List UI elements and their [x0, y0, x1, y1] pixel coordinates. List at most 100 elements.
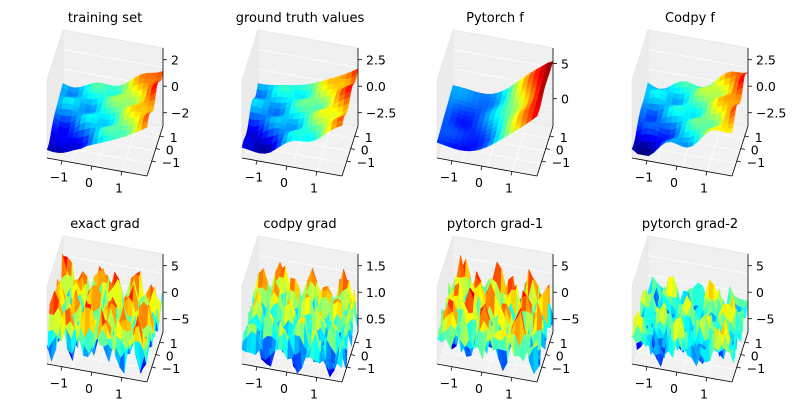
x-tick	[450, 160, 453, 165]
surface	[631, 71, 749, 157]
y-tick-label: 1	[560, 336, 568, 351]
y-tick-label: 0	[751, 143, 759, 158]
y-tick	[736, 366, 741, 369]
y-axis-line	[536, 125, 554, 177]
surface-facet	[299, 105, 307, 113]
x-axis-line	[436, 363, 538, 383]
grid-line	[647, 255, 749, 274]
z-tick-label: 2	[171, 53, 179, 68]
surface-facet	[112, 97, 120, 102]
subplot: exact grad−1 0 110−150−5	[46, 217, 189, 400]
x-axis-line	[631, 157, 733, 177]
surface-facet	[639, 134, 647, 143]
surface-facet	[273, 121, 281, 129]
x-tick-label: 1	[115, 181, 123, 196]
z-tick-label: −5	[756, 312, 774, 327]
subplot: pytorch grad-2−1 0 110−150−5	[631, 217, 774, 400]
x-tick-label: −1	[245, 170, 263, 185]
y-tick	[549, 135, 554, 138]
x-tick	[645, 366, 648, 371]
surface-facet	[468, 112, 476, 117]
x-tick	[510, 377, 513, 382]
y-tick	[350, 148, 355, 150]
surface-facet	[85, 116, 93, 123]
surface-facet	[531, 113, 539, 121]
surface-facet	[680, 81, 688, 88]
x-tick	[90, 166, 93, 171]
surface-facet	[653, 97, 661, 105]
z-tick-label: 2.5	[756, 53, 776, 68]
y-tick-label: 1	[755, 336, 763, 351]
subplot-title: pytorch grad-1	[447, 217, 543, 232]
subplot: Codpy f−1 0 110−12.50.0−2.5	[631, 11, 786, 196]
z-tick-label: 5	[561, 259, 569, 274]
surface-facet	[93, 86, 101, 94]
y-tick	[346, 366, 351, 369]
surface-facet	[58, 142, 66, 149]
surface-facet	[727, 342, 733, 358]
y-tick	[541, 366, 546, 369]
y-tick-label: 0	[166, 349, 174, 364]
x-tick-label: 0	[670, 175, 678, 190]
x-tick	[60, 160, 63, 165]
x-tick	[255, 366, 258, 371]
x-tick	[705, 377, 708, 382]
y-tick	[545, 148, 550, 150]
x-tick-label: 0	[85, 175, 93, 190]
y-tick	[736, 160, 741, 163]
surface	[46, 254, 164, 375]
subplot: training set−1 0 110−120−2	[46, 11, 189, 196]
x-tick	[480, 372, 483, 377]
surface-facet	[65, 109, 73, 117]
y-tick	[350, 354, 355, 356]
z-tick-label: 0	[561, 285, 569, 300]
x-tick	[645, 160, 648, 165]
y-axis-line	[536, 331, 554, 383]
x-tick	[60, 366, 63, 371]
y-tick-label: −1	[357, 155, 375, 170]
subplot-title: pytorch grad-2	[642, 217, 738, 232]
x-tick-label: 1	[310, 387, 318, 400]
x-tick-label: 0	[85, 381, 93, 396]
y-tick-label: 0	[556, 349, 564, 364]
y-tick-label: −1	[747, 361, 765, 376]
surface-facet	[141, 120, 149, 131]
subplot-title: codpy grad	[263, 217, 336, 232]
x-tick-label: 1	[700, 387, 708, 400]
y-tick-label: −1	[162, 155, 180, 170]
x-tick	[120, 171, 123, 176]
z-tick-label: 0.5	[366, 312, 386, 327]
surface-facet	[128, 101, 136, 106]
y-axis-line	[146, 331, 164, 383]
grid-line	[511, 121, 529, 172]
surface-facet	[651, 110, 659, 117]
surface-facet	[646, 127, 654, 136]
x-tick-label: 1	[700, 181, 708, 196]
surface-facet	[663, 134, 671, 140]
x-tick-label: 0	[475, 381, 483, 396]
x-tick-label: 0	[475, 175, 483, 190]
subplot: ground truth values−1 0 110−12.50.0−2.5	[236, 11, 397, 196]
surface-facet	[648, 327, 655, 336]
x-axis-line	[241, 363, 343, 383]
surface-facet	[645, 134, 653, 143]
y-tick-label: 1	[560, 130, 568, 145]
y-tick-label: 0	[166, 143, 174, 158]
x-tick-label: −1	[245, 376, 263, 391]
y-tick-label: 1	[170, 336, 178, 351]
y-axis-line	[341, 125, 359, 177]
surface-facet	[261, 137, 269, 146]
grid-line	[647, 49, 749, 68]
y-tick	[151, 366, 156, 369]
y-tick-label: 0	[361, 143, 369, 158]
x-tick	[450, 366, 453, 371]
surface	[631, 275, 749, 367]
surface-facet	[673, 87, 681, 95]
surface	[436, 60, 554, 152]
surface-facet	[664, 122, 672, 131]
z-tick-label: 1.5	[366, 259, 386, 274]
x-tick	[675, 372, 678, 377]
x-tick-label: −1	[635, 170, 653, 185]
x-tick-label: −1	[50, 376, 68, 391]
